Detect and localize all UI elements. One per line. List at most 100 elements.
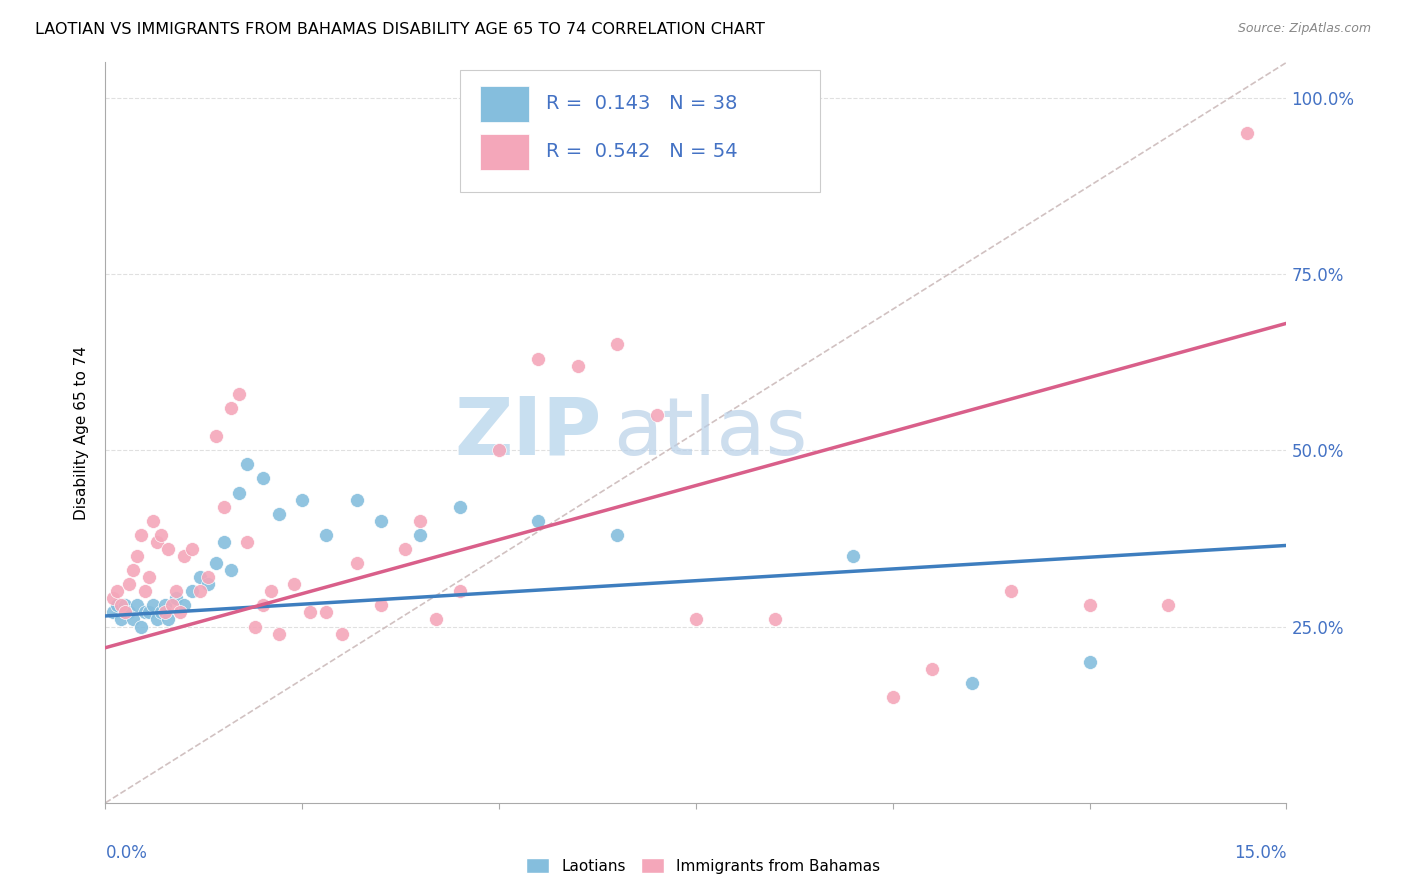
Point (882, 690, 904, 704)
Point (645, 408, 668, 422)
Point (685, 612, 707, 626)
FancyBboxPatch shape (479, 87, 530, 121)
Point (118, 577, 141, 591)
Point (173, 599, 195, 613)
Point (315, 606, 337, 620)
Point (527, 514, 550, 528)
Point (105, 584, 128, 599)
Point (606, 337, 628, 351)
Point (169, 606, 191, 620)
Text: R =  0.542   N = 54: R = 0.542 N = 54 (546, 142, 738, 161)
Point (122, 612, 145, 626)
Point (129, 528, 152, 542)
Point (114, 606, 136, 620)
Point (567, 359, 589, 373)
Point (606, 528, 628, 542)
Point (197, 570, 219, 584)
Point (346, 492, 368, 507)
Point (921, 662, 943, 676)
Point (228, 485, 250, 500)
Point (291, 492, 314, 507)
Text: ZIP: ZIP (454, 393, 602, 472)
Point (267, 626, 290, 640)
Point (260, 584, 283, 599)
Text: Source: ZipAtlas.com: Source: ZipAtlas.com (1237, 22, 1371, 36)
Text: 15.0%: 15.0% (1234, 844, 1286, 862)
Text: R =  0.143   N = 38: R = 0.143 N = 38 (546, 94, 737, 112)
Point (449, 584, 471, 599)
Point (181, 584, 204, 599)
Point (221, 401, 243, 415)
Point (125, 549, 148, 563)
Point (145, 612, 167, 626)
Point (157, 541, 180, 556)
Y-axis label: Disability Age 65 to 74: Disability Age 65 to 74 (75, 345, 90, 520)
Point (527, 351, 550, 366)
Point (129, 619, 152, 633)
Point (204, 429, 226, 443)
Point (221, 563, 243, 577)
Point (114, 599, 136, 613)
Point (960, 676, 983, 690)
Point (149, 528, 172, 542)
Text: LAOTIAN VS IMMIGRANTS FROM BAHAMAS DISABILITY AGE 65 TO 74 CORRELATION CHART: LAOTIAN VS IMMIGRANTS FROM BAHAMAS DISAB… (35, 22, 765, 37)
Point (228, 387, 250, 401)
Point (105, 599, 128, 613)
Point (488, 443, 510, 458)
Point (142, 599, 165, 613)
Point (1078, 599, 1101, 613)
Point (142, 514, 165, 528)
Point (165, 584, 187, 599)
Point (125, 599, 148, 613)
Point (243, 619, 266, 633)
Point (118, 606, 141, 620)
Point (1157, 599, 1180, 613)
Point (134, 606, 156, 620)
Point (236, 535, 259, 549)
Point (204, 556, 226, 570)
Point (173, 549, 195, 563)
Point (134, 584, 156, 599)
Point (252, 471, 274, 485)
Point (1000, 584, 1022, 599)
Point (165, 591, 187, 606)
Point (197, 577, 219, 591)
Point (252, 599, 274, 613)
FancyBboxPatch shape (460, 70, 820, 192)
Point (409, 514, 432, 528)
Point (157, 612, 180, 626)
Point (330, 626, 353, 640)
Point (425, 612, 447, 626)
Point (299, 606, 322, 620)
Text: 0.0%: 0.0% (105, 844, 148, 862)
Point (842, 549, 865, 563)
Point (763, 612, 786, 626)
Point (283, 577, 305, 591)
Point (145, 535, 167, 549)
Point (267, 507, 290, 521)
Point (122, 563, 145, 577)
Legend: Laotians, Immigrants from Bahamas: Laotians, Immigrants from Bahamas (520, 852, 886, 880)
Point (103, 591, 125, 606)
Point (153, 599, 176, 613)
Point (212, 500, 235, 514)
Point (1236, 126, 1258, 140)
Point (162, 599, 184, 613)
Point (236, 458, 259, 472)
Text: atlas: atlas (613, 393, 807, 472)
Point (1078, 655, 1101, 669)
FancyBboxPatch shape (479, 135, 530, 169)
Point (149, 606, 172, 620)
Point (409, 528, 432, 542)
Point (346, 556, 368, 570)
Point (138, 606, 160, 620)
Point (449, 500, 471, 514)
Point (153, 606, 176, 620)
Point (110, 612, 132, 626)
Point (103, 606, 125, 620)
Point (188, 570, 211, 584)
Point (110, 599, 132, 613)
Point (370, 514, 392, 528)
Point (394, 541, 416, 556)
Point (315, 528, 337, 542)
